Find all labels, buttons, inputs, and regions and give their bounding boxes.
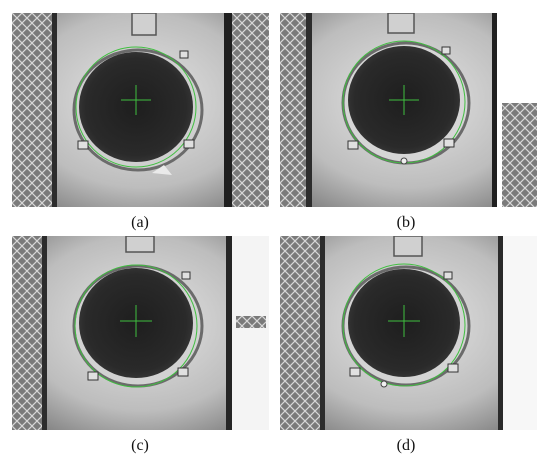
panel-caption-a: (a) — [131, 214, 149, 231]
hatch-photo-c — [12, 236, 269, 430]
photo-panel-b — [280, 13, 537, 207]
panel-caption-d: (d) — [396, 437, 416, 454]
detected-circle-c — [74, 264, 198, 388]
hatch-photo-d — [280, 236, 537, 430]
detected-circle-d — [342, 263, 466, 387]
photo-panel-c — [12, 236, 269, 430]
photo-panel-d — [280, 236, 537, 430]
hatch-photo-a — [12, 13, 269, 207]
detected-circle-a — [75, 46, 197, 168]
hatch-photo-b — [280, 13, 537, 207]
photo-panel-a — [12, 13, 269, 207]
panel-caption-c: (c) — [131, 437, 149, 454]
panel-caption-b: (b) — [396, 214, 416, 231]
